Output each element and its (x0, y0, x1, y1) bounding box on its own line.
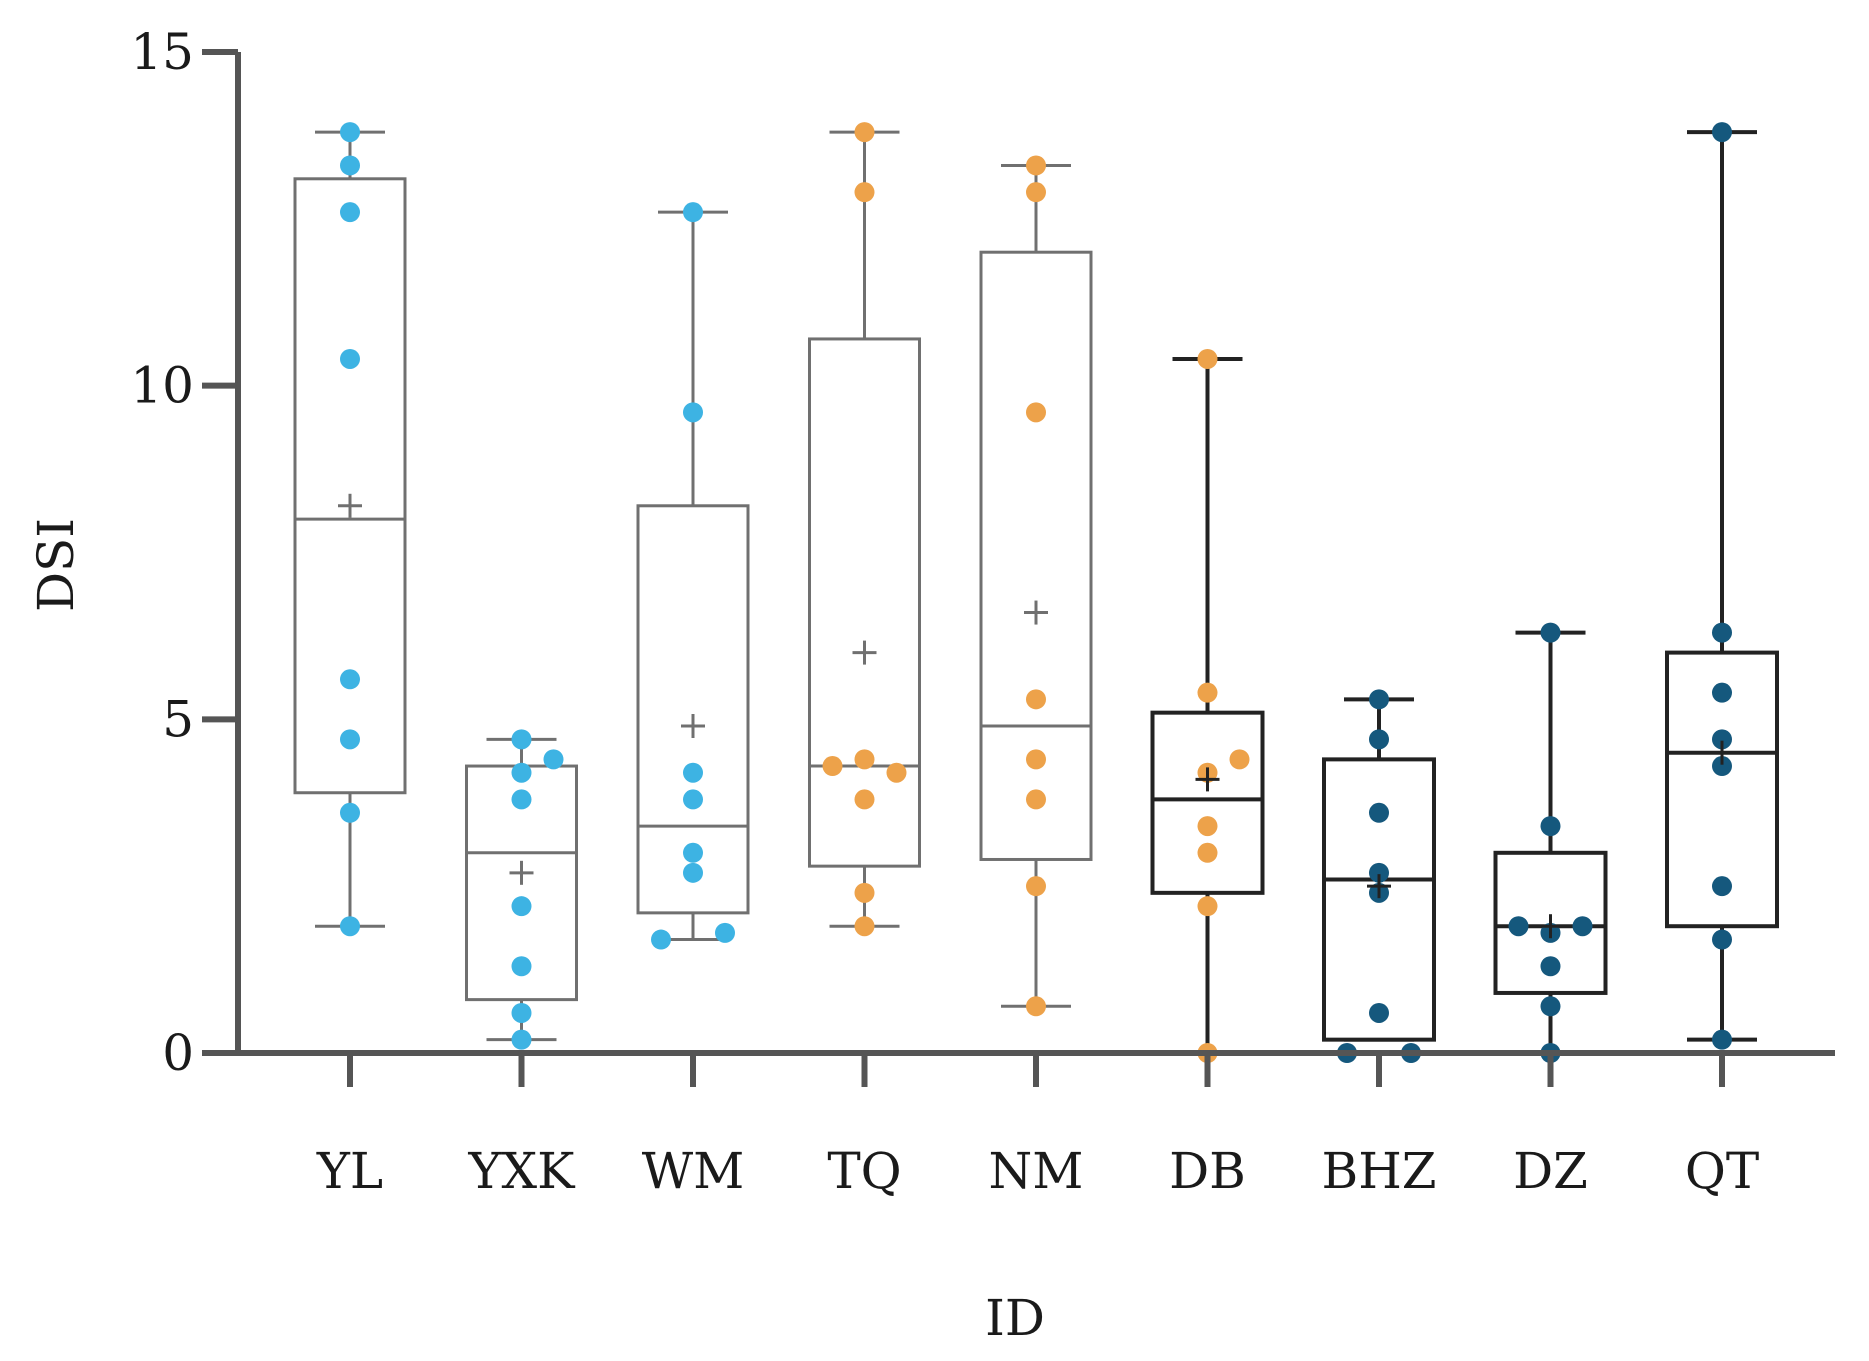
data-point-dz (1540, 956, 1561, 977)
x-tick-label: DB (1169, 1142, 1246, 1200)
data-point-yl (340, 802, 360, 823)
data-point-wm (683, 202, 703, 223)
data-point-nm (1026, 876, 1046, 897)
mean-marker-wm (681, 714, 705, 739)
data-point-wm (683, 842, 703, 863)
y-tick-label: 10 (130, 357, 194, 415)
data-point-wm (715, 922, 735, 943)
data-point-bhz (1369, 802, 1389, 823)
data-point-qt (1712, 622, 1732, 643)
data-point-yxk (543, 749, 564, 770)
data-point-nm (1026, 996, 1046, 1017)
data-point-db (1197, 816, 1218, 837)
data-point-yl (340, 122, 360, 143)
data-point-tq (854, 789, 875, 810)
data-point-nm (1026, 789, 1046, 810)
data-point-db (1197, 842, 1218, 863)
mean-marker-nm (1024, 600, 1048, 625)
mean-marker-qt (1710, 740, 1734, 765)
data-point-yxk (511, 729, 532, 750)
data-point-tq (854, 122, 875, 143)
data-point-tq (854, 882, 875, 903)
data-point-qt (1712, 682, 1732, 703)
data-point-yl (340, 202, 360, 223)
data-point-yxk (511, 789, 532, 810)
data-point-nm (1026, 749, 1046, 770)
data-point-wm (683, 862, 703, 883)
data-point-yl (340, 348, 360, 369)
y-axis-title: DSI (27, 518, 85, 612)
data-point-yxk (511, 896, 532, 917)
mean-marker-yxk (509, 860, 534, 885)
data-point-db (1197, 682, 1218, 703)
x-tick-label: YL (316, 1142, 383, 1200)
axes: 0 5 10 15 YL YXK WM TQ NM DB BHZ DZ QT (130, 23, 1835, 1200)
data-point-yl (340, 669, 360, 690)
data-point-wm (651, 929, 671, 950)
mean-marker-dz (1538, 914, 1563, 939)
data-point-tq (822, 756, 843, 777)
data-point-qt (1712, 1029, 1732, 1050)
data-point-nm (1026, 155, 1046, 176)
plot-marks (293, 122, 1779, 1063)
data-point-dz (1540, 816, 1561, 837)
box-db (1150, 710, 1265, 895)
box-yl (293, 177, 407, 795)
y-tick-label: 0 (162, 1024, 194, 1082)
data-point-nm (1026, 182, 1046, 203)
mean-marker-tq (852, 640, 877, 665)
x-tick-label: NM (989, 1142, 1084, 1200)
data-point-db (1197, 348, 1218, 369)
data-point-qt (1712, 876, 1732, 897)
data-point-dz (1540, 622, 1561, 643)
data-point-bhz (1369, 862, 1389, 883)
data-point-nm (1026, 402, 1046, 423)
data-point-qt (1712, 756, 1732, 777)
box-tq (808, 337, 921, 868)
data-point-yxk (511, 956, 532, 977)
data-point-bhz (1369, 689, 1389, 710)
x-tick-label: QT (1685, 1142, 1759, 1200)
labels: DSI ID (27, 518, 1045, 1347)
data-point-yl (340, 155, 360, 176)
data-point-tq (886, 762, 907, 783)
data-point-qt (1712, 729, 1732, 750)
data-point-dz (1540, 996, 1561, 1017)
y-tick-label: 5 (162, 690, 194, 748)
data-point-bhz (1369, 1002, 1389, 1023)
data-point-qt (1712, 122, 1732, 143)
data-point-yl (340, 916, 360, 937)
data-point-wm (683, 762, 703, 783)
data-point-tq (854, 182, 875, 203)
x-axis-title: ID (985, 1289, 1045, 1347)
data-point-dz (1572, 916, 1593, 937)
x-tick-label: YXK (468, 1142, 577, 1200)
data-point-tq (854, 749, 875, 770)
data-point-tq (854, 916, 875, 937)
data-point-db (1197, 896, 1218, 917)
data-point-yxk (511, 1029, 532, 1050)
data-point-yl (340, 729, 360, 750)
x-tick-label: TQ (827, 1142, 901, 1200)
data-point-wm (683, 789, 703, 810)
data-point-yxk (511, 762, 532, 783)
data-point-nm (1026, 689, 1046, 710)
data-point-wm (683, 402, 703, 423)
mean-marker-yl (338, 493, 362, 518)
x-tick-label: WM (642, 1142, 745, 1200)
mean-marker-db (1195, 767, 1220, 792)
data-point-dz (1508, 916, 1529, 937)
data-point-bhz (1369, 729, 1389, 750)
x-tick-label: DZ (1513, 1142, 1588, 1200)
data-point-qt (1712, 929, 1732, 950)
data-point-yxk (511, 1002, 532, 1023)
data-point-db (1229, 749, 1250, 770)
y-tick-label: 15 (130, 23, 194, 81)
mean-marker-bhz (1367, 874, 1391, 899)
x-tick-label: BHZ (1321, 1142, 1436, 1200)
